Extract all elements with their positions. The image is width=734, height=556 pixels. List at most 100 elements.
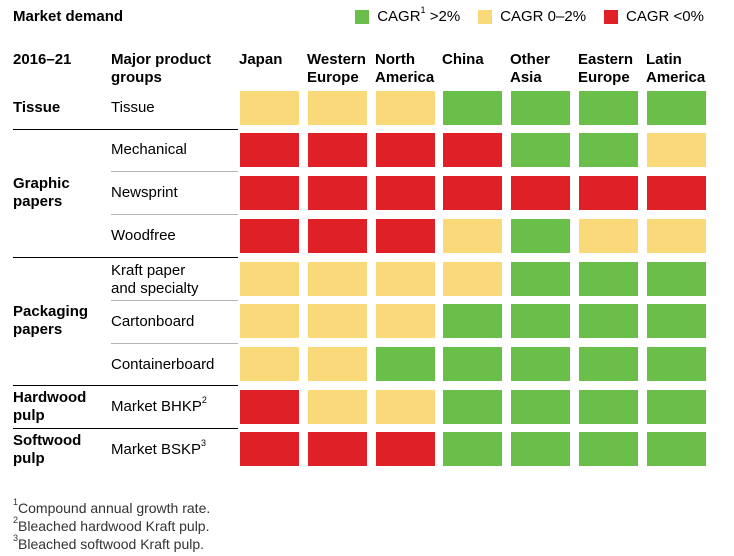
heatmap-cell-r1-c5 bbox=[579, 133, 638, 167]
heatmap-cell-r1-c0 bbox=[240, 133, 299, 167]
heatmap-cell-r6-c6 bbox=[647, 347, 706, 381]
heatmap-cell-r4-c1 bbox=[308, 262, 367, 296]
group-label-line2: pulp bbox=[13, 450, 45, 467]
heatmap-cell-r2-c4 bbox=[511, 176, 570, 210]
group-label-line2: papers bbox=[13, 321, 63, 338]
legend-text: CAGR bbox=[377, 8, 421, 25]
heatmap-cell-r4-c0 bbox=[240, 262, 299, 296]
group-label-softwood-pulp: Softwood pulp bbox=[13, 432, 81, 468]
products-header-line2: groups bbox=[111, 69, 162, 86]
heatmap-cell-r8-c1 bbox=[308, 432, 367, 466]
heatmap-cell-r6-c3 bbox=[443, 347, 502, 381]
legend: CAGR1 >2% CAGR 0–2% CAGR <0% bbox=[355, 6, 704, 26]
footnote-text: Bleached hardwood Kraft pulp. bbox=[18, 518, 210, 534]
legend-label-yellow: CAGR 0–2% bbox=[500, 8, 587, 25]
product-label-newsprint: Newsprint bbox=[111, 184, 178, 201]
row-divider bbox=[111, 343, 238, 344]
heatmap-cell-r8-c3 bbox=[443, 432, 502, 466]
product-label-line1: Kraft paper bbox=[111, 262, 186, 279]
product-label-line2: and specialty bbox=[111, 280, 199, 297]
heatmap-cell-r1-c3 bbox=[443, 133, 502, 167]
region-header-japan: Japan bbox=[239, 51, 307, 69]
heatmap-cell-r0-c2 bbox=[376, 91, 435, 125]
heatmap-cell-r6-c1 bbox=[308, 347, 367, 381]
heatmap-cell-r6-c0 bbox=[240, 347, 299, 381]
region-header-line1: North bbox=[375, 51, 415, 68]
footnote-sup: 1 bbox=[13, 497, 19, 508]
heatmap-cell-r5-c6 bbox=[647, 304, 706, 338]
heatmap-cell-r7-c4 bbox=[511, 390, 570, 424]
footnote-1: 1Compound annual growth rate. bbox=[13, 497, 211, 517]
region-header-line2: Europe bbox=[578, 69, 630, 86]
footnote-text: Compound annual growth rate. bbox=[18, 500, 211, 516]
product-label-text: Market BHKP bbox=[111, 398, 202, 415]
group-divider bbox=[13, 385, 238, 386]
heatmap-cell-r3-c4 bbox=[511, 219, 570, 253]
product-label-kraft-paper: Kraft paper and specialty bbox=[111, 262, 199, 298]
group-label-graphic-papers: Graphic papers bbox=[13, 175, 70, 211]
heatmap-cell-r7-c3 bbox=[443, 390, 502, 424]
heatmap-cell-r0-c0 bbox=[240, 91, 299, 125]
heatmap-cell-r5-c3 bbox=[443, 304, 502, 338]
heatmap-cell-r1-c4 bbox=[511, 133, 570, 167]
chart-title: Market demand bbox=[13, 8, 124, 25]
product-label-cartonboard: Cartonboard bbox=[111, 313, 195, 330]
row-divider bbox=[111, 300, 238, 301]
heatmap-cell-r2-c6 bbox=[647, 176, 706, 210]
legend-swatch-green bbox=[355, 9, 370, 24]
group-label-line1: Softwood bbox=[13, 432, 82, 449]
legend-item-yellow: CAGR 0–2% bbox=[478, 8, 586, 25]
heatmap-cell-r8-c6 bbox=[647, 432, 706, 466]
legend-swatch-red bbox=[604, 9, 619, 24]
heatmap-cell-r1-c1 bbox=[308, 133, 367, 167]
region-header-eastern-europe: Eastern Europe bbox=[578, 51, 646, 87]
region-header-north-america: North America bbox=[375, 51, 443, 87]
group-label-line1: Graphic bbox=[13, 175, 70, 192]
product-label-text: Market BSKP bbox=[111, 441, 202, 458]
heatmap-cell-r0-c1 bbox=[308, 91, 367, 125]
group-label-hardwood-pulp: Hardwood pulp bbox=[13, 389, 86, 425]
region-header-line1: China bbox=[442, 51, 484, 68]
heatmap-cell-r5-c2 bbox=[376, 304, 435, 338]
product-label-woodfree: Woodfree bbox=[111, 227, 176, 244]
heatmap-cell-r4-c2 bbox=[376, 262, 435, 296]
heatmap-cell-r5-c5 bbox=[579, 304, 638, 338]
footnote-sup: 2 bbox=[13, 515, 19, 526]
region-header-line1: Eastern bbox=[578, 51, 634, 68]
products-header-line1: Major product bbox=[111, 51, 211, 68]
heatmap-cell-r0-c4 bbox=[511, 91, 570, 125]
region-header-line1: Latin bbox=[646, 51, 682, 68]
product-label-market-bskp: Market BSKP3 bbox=[111, 438, 207, 459]
heatmap-cell-r5-c0 bbox=[240, 304, 299, 338]
legend-item-red: CAGR <0% bbox=[604, 8, 704, 25]
region-header-latin-america: Latin America bbox=[646, 51, 714, 87]
group-label-line1: Hardwood bbox=[13, 389, 87, 406]
heatmap-cell-r2-c1 bbox=[308, 176, 367, 210]
group-label-line2: papers bbox=[13, 193, 63, 210]
product-label-tissue: Tissue bbox=[111, 99, 155, 116]
footnote-sup: 3 bbox=[13, 533, 19, 544]
heatmap-cell-r6-c2 bbox=[376, 347, 435, 381]
group-label-packaging-papers: Packaging papers bbox=[13, 303, 88, 339]
legend-label-green: CAGR1 >2% bbox=[377, 6, 460, 26]
heatmap-cell-r2-c2 bbox=[376, 176, 435, 210]
region-header-line2: America bbox=[646, 69, 706, 86]
row-divider bbox=[111, 214, 238, 215]
heatmap-cell-r7-c0 bbox=[240, 390, 299, 424]
product-label-sup: 3 bbox=[201, 438, 207, 448]
legend-label-red: CAGR <0% bbox=[626, 8, 704, 25]
heatmap-cell-r4-c6 bbox=[647, 262, 706, 296]
heatmap-cell-r0-c5 bbox=[579, 91, 638, 125]
products-header: Major product groups bbox=[111, 51, 211, 87]
heatmap-cell-r4-c4 bbox=[511, 262, 570, 296]
heatmap-cell-r1-c2 bbox=[376, 133, 435, 167]
product-label-market-bhkp: Market BHKP2 bbox=[111, 395, 207, 416]
region-header-china: China bbox=[442, 51, 510, 69]
heatmap-cell-r7-c6 bbox=[647, 390, 706, 424]
footnotes: 1Compound annual growth rate. 2Bleached … bbox=[13, 497, 211, 553]
heatmap-cell-r0-c3 bbox=[443, 91, 502, 125]
product-label-sup: 2 bbox=[201, 395, 207, 405]
heatmap-cell-r6-c5 bbox=[579, 347, 638, 381]
footnote-2: 2Bleached hardwood Kraft pulp. bbox=[13, 515, 210, 535]
